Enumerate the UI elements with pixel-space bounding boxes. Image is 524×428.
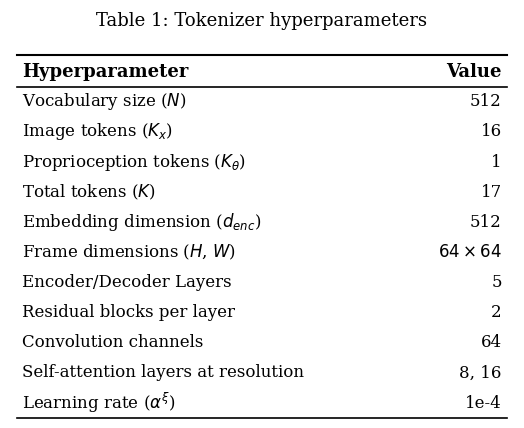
Text: 16: 16 — [481, 123, 502, 140]
Text: Embedding dimension ($d_{enc}$): Embedding dimension ($d_{enc}$) — [22, 211, 261, 233]
Text: Convolution channels: Convolution channels — [22, 334, 204, 351]
Text: Learning rate ($\alpha^\xi$): Learning rate ($\alpha^\xi$) — [22, 391, 176, 416]
Text: Vocabulary size ($N$): Vocabulary size ($N$) — [22, 91, 187, 112]
Text: 5: 5 — [492, 274, 502, 291]
Text: 17: 17 — [481, 184, 502, 201]
Text: Encoder/Decoder Layers: Encoder/Decoder Layers — [22, 274, 232, 291]
Text: 1: 1 — [491, 154, 502, 171]
Text: $64 \times 64$: $64 \times 64$ — [438, 244, 502, 261]
Text: 512: 512 — [470, 214, 502, 231]
Text: Self-attention layers at resolution: Self-attention layers at resolution — [22, 364, 304, 381]
Text: Proprioception tokens ($K_\theta$): Proprioception tokens ($K_\theta$) — [22, 152, 246, 172]
Text: Image tokens ($K_x$): Image tokens ($K_x$) — [22, 122, 173, 143]
Text: 2: 2 — [491, 304, 502, 321]
Text: Table 1: Tokenizer hyperparameters: Table 1: Tokenizer hyperparameters — [96, 12, 428, 30]
Text: Frame dimensions ($H$, $W$): Frame dimensions ($H$, $W$) — [22, 243, 236, 262]
Text: 1e-4: 1e-4 — [465, 395, 502, 412]
Text: Residual blocks per layer: Residual blocks per layer — [22, 304, 235, 321]
Text: Hyperparameter: Hyperparameter — [22, 63, 189, 81]
Text: 8, 16: 8, 16 — [460, 364, 502, 381]
Text: 512: 512 — [470, 93, 502, 110]
Text: 64: 64 — [481, 334, 502, 351]
Text: Value: Value — [446, 63, 502, 81]
Text: Total tokens ($K$): Total tokens ($K$) — [22, 183, 156, 202]
